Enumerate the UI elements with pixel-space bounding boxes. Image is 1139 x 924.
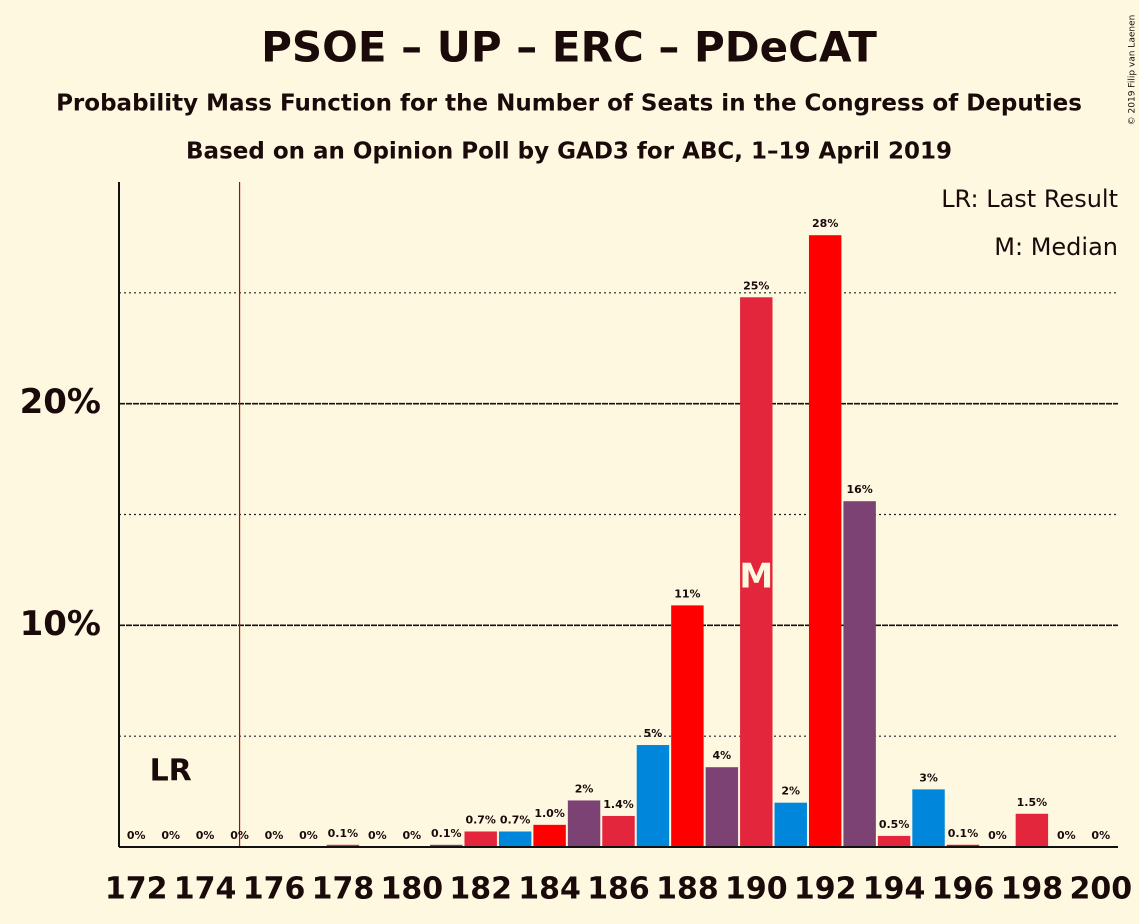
bar xyxy=(912,789,945,847)
value-label: 5% xyxy=(644,727,663,740)
last-result-marker: LR xyxy=(150,754,192,789)
bar xyxy=(740,297,773,847)
bar xyxy=(326,844,360,847)
value-label: 0% xyxy=(265,829,284,842)
value-label: 0.7% xyxy=(500,813,531,826)
bar xyxy=(636,745,670,847)
value-label: 28% xyxy=(812,217,838,230)
x-tick-label: 188 xyxy=(656,872,719,907)
value-label: 0.1% xyxy=(431,827,462,840)
chart-title: PSOE – UP – ERC – PDeCAT xyxy=(261,23,877,72)
x-tick-label: 176 xyxy=(243,872,306,907)
bar xyxy=(774,802,807,847)
bar xyxy=(808,235,842,847)
bar xyxy=(498,831,532,847)
x-tick-label: 194 xyxy=(863,872,926,907)
value-label: 0% xyxy=(1057,829,1076,842)
bar xyxy=(843,501,876,847)
bar xyxy=(567,800,601,847)
median-marker: M xyxy=(739,557,773,597)
bar xyxy=(1015,813,1049,847)
y-tick-label: 20% xyxy=(20,382,101,422)
value-label: 1.5% xyxy=(1017,796,1048,809)
value-label: 0.1% xyxy=(948,827,979,840)
value-label: 2% xyxy=(781,785,800,798)
x-tick-label: 182 xyxy=(449,872,512,907)
bar xyxy=(877,835,911,847)
value-label: 0% xyxy=(299,829,318,842)
value-label: 0% xyxy=(988,829,1007,842)
value-label: 1.4% xyxy=(603,798,634,811)
copyright: © 2019 Filip van Laenen xyxy=(1128,15,1138,126)
x-tick-label: 192 xyxy=(794,872,857,907)
bar xyxy=(671,605,704,847)
bar xyxy=(430,844,463,847)
bar xyxy=(464,831,497,847)
x-tick-label: 200 xyxy=(1069,872,1132,907)
x-tick-label: 196 xyxy=(932,872,995,907)
value-label: 16% xyxy=(846,483,872,496)
x-tick-label: 172 xyxy=(105,872,168,907)
value-label: 0% xyxy=(402,829,421,842)
x-tick-label: 190 xyxy=(725,872,788,907)
legend-entry: M: Median xyxy=(994,233,1118,261)
value-label: 0.1% xyxy=(328,827,359,840)
bar xyxy=(946,844,980,847)
bar xyxy=(533,824,566,847)
value-label: 0.5% xyxy=(879,818,910,831)
x-tick-label: 178 xyxy=(312,872,375,907)
value-label: 25% xyxy=(743,279,769,292)
legend-entry: LR: Last Result xyxy=(941,185,1118,213)
x-tick-label: 180 xyxy=(380,872,443,907)
value-label: 0% xyxy=(196,829,215,842)
value-label: 3% xyxy=(919,771,938,784)
bar xyxy=(705,767,739,847)
chart-subtitle: Probability Mass Function for the Number… xyxy=(56,91,1082,117)
x-tick-label: 198 xyxy=(1001,872,1064,907)
value-label: 2% xyxy=(575,782,594,795)
x-tick-label: 186 xyxy=(587,872,650,907)
value-label: 0% xyxy=(161,829,180,842)
value-label: 0% xyxy=(368,829,387,842)
y-tick-label: 10% xyxy=(20,604,101,644)
x-tick-label: 184 xyxy=(518,872,581,907)
x-tick-label: 174 xyxy=(174,872,237,907)
value-label: 0% xyxy=(230,829,249,842)
value-label: 0.7% xyxy=(465,813,496,826)
value-label: 0% xyxy=(127,829,146,842)
value-label: 4% xyxy=(713,749,732,762)
value-label: 0% xyxy=(1091,829,1110,842)
bar xyxy=(602,815,635,847)
chart-subtitle: Based on an Opinion Poll by GAD3 for ABC… xyxy=(186,139,952,165)
value-label: 11% xyxy=(674,587,700,600)
value-label: 1.0% xyxy=(534,807,565,820)
